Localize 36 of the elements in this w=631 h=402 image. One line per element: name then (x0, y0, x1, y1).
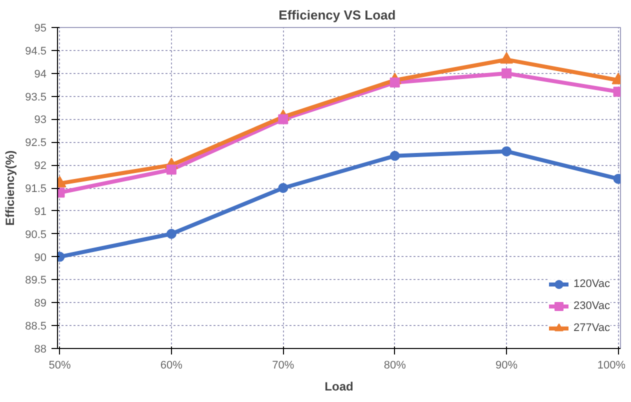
y-tick-label: 94.5 (25, 45, 47, 58)
y-tick-label: 88.5 (25, 320, 47, 333)
y-tick-label: 89.5 (25, 274, 47, 287)
x-tick-label: 70% (272, 360, 294, 372)
y-axis-title: Efficiency(%) (3, 150, 18, 226)
y-tick-label: 91.5 (25, 183, 47, 195)
point (390, 78, 400, 88)
x-tick-label: 90% (496, 360, 518, 372)
y-tick-label: 89 (34, 298, 47, 310)
y-tick-label: 92 (34, 160, 47, 172)
point (390, 150, 400, 161)
x-axis-title: Load (324, 380, 354, 394)
point (502, 68, 512, 78)
point (502, 146, 512, 156)
x-tick-label: 100% (597, 360, 626, 372)
x-tick-label: 60% (160, 360, 183, 372)
y-tick-label: 91 (34, 206, 47, 218)
legend-label: 120Vac (574, 278, 610, 290)
x-tick-label: 50% (48, 360, 71, 372)
legend-label: 230Vac (574, 300, 610, 312)
legend-label: 277Vac (574, 322, 610, 334)
point (278, 114, 288, 124)
point (166, 164, 176, 175)
point (500, 52, 514, 64)
y-tick-label: 94 (34, 68, 47, 80)
chart-title: Efficiency VS Load (278, 8, 396, 22)
point (278, 183, 288, 193)
y-tick-label: 93.5 (25, 91, 47, 104)
x-tick-label: 80% (384, 360, 406, 372)
y-tick-label: 90 (34, 252, 47, 264)
point (166, 228, 176, 239)
y-tick-label: 95 (34, 22, 47, 34)
y-tick-label: 92.5 (25, 137, 47, 150)
y-tick-label: 88 (34, 344, 47, 356)
y-tick-label: 90.5 (25, 228, 47, 241)
y-tick-label: 93 (34, 114, 47, 126)
